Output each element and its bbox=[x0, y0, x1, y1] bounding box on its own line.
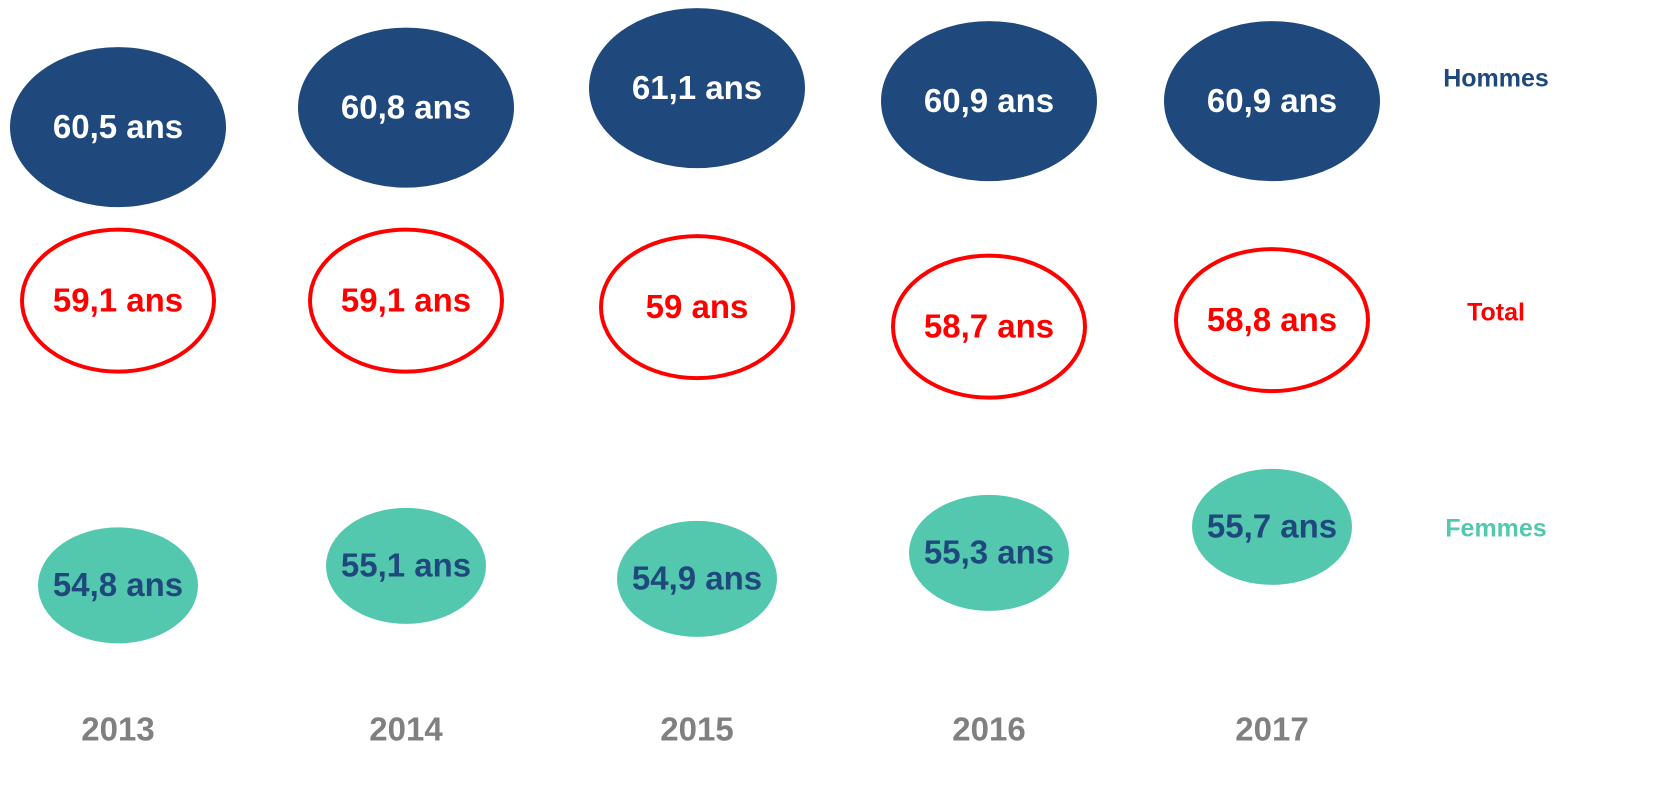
bubble bbox=[20, 227, 216, 374]
x-tick-label: 2013 bbox=[81, 711, 154, 748]
value-label: 60,5 ans bbox=[53, 108, 183, 145]
value-label: 54,9 ans bbox=[632, 560, 762, 597]
legend-label: Femmes bbox=[1445, 515, 1546, 543]
value-label: 55,3 ans bbox=[924, 534, 1054, 571]
bubble bbox=[1174, 247, 1370, 394]
bubble bbox=[881, 21, 1097, 182]
bubble bbox=[298, 27, 514, 188]
bubble bbox=[10, 47, 226, 208]
bubble bbox=[1192, 468, 1352, 585]
value-label: 60,9 ans bbox=[1207, 82, 1337, 119]
x-tick-label: 2015 bbox=[660, 711, 733, 748]
bubble bbox=[599, 234, 795, 381]
bubble bbox=[891, 253, 1087, 400]
value-label: 60,9 ans bbox=[924, 82, 1054, 119]
value-label: 58,8 ans bbox=[1207, 301, 1337, 338]
x-tick-label: 2014 bbox=[369, 711, 443, 748]
legend-label: Total bbox=[1467, 299, 1525, 327]
x-tick-label: 2016 bbox=[952, 711, 1025, 748]
value-label: 55,1 ans bbox=[341, 547, 471, 584]
value-label: 54,8 ans bbox=[53, 566, 183, 603]
legend-label: Hommes bbox=[1443, 65, 1549, 93]
value-label: 58,7 ans bbox=[924, 307, 1054, 344]
value-label: 55,7 ans bbox=[1207, 508, 1337, 545]
bubble bbox=[617, 520, 777, 637]
bubble bbox=[326, 507, 486, 624]
x-tick-label: 2017 bbox=[1235, 711, 1308, 748]
bubble bbox=[308, 227, 504, 374]
value-label: 61,1 ans bbox=[632, 69, 762, 106]
bubble bbox=[589, 8, 805, 169]
bubble bbox=[38, 527, 198, 644]
bubble bbox=[909, 494, 1069, 611]
bubble bbox=[1164, 21, 1380, 182]
value-label: 59,1 ans bbox=[341, 281, 471, 318]
value-label: 59,1 ans bbox=[53, 281, 183, 318]
value-label: 59 ans bbox=[646, 288, 749, 325]
value-label: 60,8 ans bbox=[341, 88, 471, 125]
